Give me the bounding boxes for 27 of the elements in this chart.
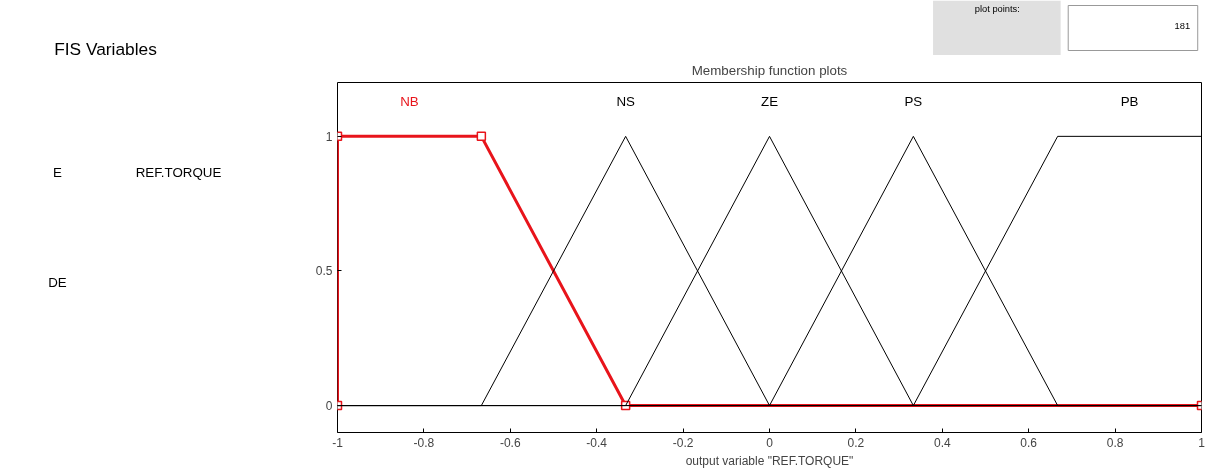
x-tick-label: -0.2 — [672, 435, 694, 450]
text: PB — [1120, 94, 1139, 110]
x-tick-label: 1 — [1198, 435, 1206, 450]
x-tick-label: 0.2 — [847, 435, 865, 450]
y-tick-label: 0 — [325, 399, 333, 414]
text: E — [53, 165, 63, 180]
text: REF.TORQUE — [135, 165, 222, 180]
x-tick-label: -0.6 — [499, 435, 521, 450]
y-tick-label: 1 — [325, 129, 333, 144]
text: ZE — [760, 94, 779, 110]
text: 181 — [1174, 20, 1191, 31]
x-tick-label: -0.8 — [413, 435, 435, 450]
y-tick-label: 0.5 — [315, 264, 333, 279]
x-tick-label: 0 — [766, 435, 774, 450]
x-tick-label: -1 — [332, 435, 344, 450]
chart-title: Membership function plots — [691, 62, 848, 78]
x-axis-title: output variable "REF.TORQUE" — [685, 453, 854, 468]
text: PS — [904, 94, 923, 110]
text: NB — [400, 94, 419, 110]
x-tick-label: 0.4 — [933, 435, 951, 450]
text: DE — [48, 275, 67, 290]
x-tick-label: 0.6 — [1020, 435, 1038, 450]
x-tick-label: -0.4 — [586, 435, 608, 450]
x-tick-label: 0.8 — [1106, 435, 1124, 450]
text: plot points: — [974, 3, 1020, 14]
text: FIS Variables — [54, 38, 158, 59]
text: NS — [616, 94, 636, 110]
